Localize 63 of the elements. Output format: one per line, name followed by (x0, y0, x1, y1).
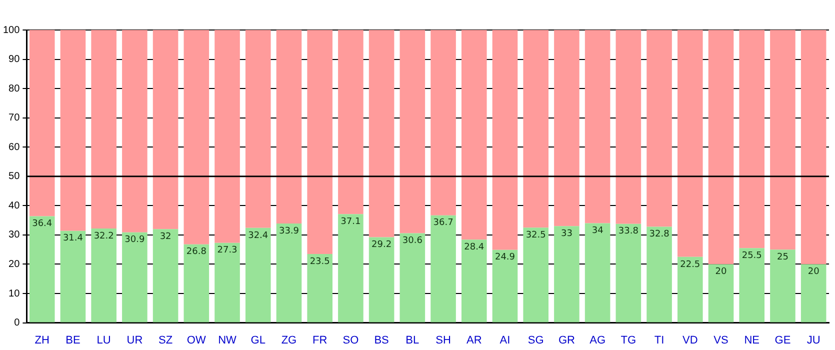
data-label: 24.9 (494, 252, 516, 263)
data-label: 33.9 (278, 226, 300, 236)
x-tick-label: GE (774, 334, 791, 346)
data-label: 28.4 (464, 242, 484, 252)
x-tick-label: OW (186, 334, 206, 346)
data-label: 32.5 (526, 230, 546, 240)
x-tick-label: SZ (158, 334, 173, 346)
data-label: 37.1 (340, 217, 361, 228)
x-tick-label: GL (250, 334, 266, 346)
x-tick-label: GR (558, 334, 576, 346)
data-label: 25.5 (742, 250, 762, 261)
x-tick-label: UR (126, 334, 143, 346)
data-label: 20 (808, 267, 820, 278)
y-tick-label: 70 (8, 112, 20, 124)
x-tick-label: BS (374, 334, 389, 346)
data-label: 27.3 (217, 246, 238, 256)
data-label: 22.5 (680, 260, 700, 270)
x-tick-label: AG (590, 334, 606, 346)
x-tick-label: VS (714, 334, 728, 346)
data-label: 30.6 (402, 236, 423, 246)
y-tick-label: 20 (8, 258, 20, 270)
y-tick-label: 30 (8, 230, 20, 241)
data-label: 30.9 (124, 235, 145, 246)
y-tick-label: 10 (8, 288, 20, 300)
x-tick-label: JU (806, 334, 820, 346)
x-tick-label: ZH (34, 334, 50, 346)
x-tick-label: AR (466, 334, 482, 346)
x-tick-label: NW (218, 334, 238, 346)
y-tick-label: 100 (2, 24, 20, 36)
x-tick-label: VD (682, 334, 698, 346)
y-tick-label: 50 (8, 171, 20, 182)
x-tick-label: ZG (281, 334, 297, 346)
data-label: 33.8 (618, 226, 639, 237)
y-tick-label: 40 (8, 200, 20, 212)
x-tick-label: TG (620, 334, 636, 346)
data-label: 32 (160, 232, 172, 242)
x-tick-label: BL (406, 334, 420, 346)
data-label: 34 (592, 226, 604, 236)
y-tick-label: 80 (8, 83, 20, 94)
data-label: 31.4 (62, 234, 84, 244)
data-label: 36.7 (433, 218, 454, 228)
data-label: 32.8 (649, 230, 670, 240)
y-tick-label: 90 (8, 54, 20, 66)
data-label: 36.4 (32, 219, 52, 230)
x-tick-label: NE (744, 334, 760, 346)
data-label: 29.2 (372, 240, 392, 250)
x-tick-label: BE (66, 334, 80, 346)
y-tick-label: 60 (8, 142, 20, 153)
data-label: 32.4 (248, 230, 268, 241)
data-label: 32.2 (94, 231, 114, 242)
x-tick-label: TI (654, 334, 664, 346)
x-tick-label: SG (528, 334, 544, 346)
x-tick-label: FR (312, 334, 328, 346)
data-label: 26.8 (186, 247, 207, 258)
x-tick-label: SO (342, 334, 360, 346)
x-tick-label: SH (436, 334, 451, 346)
data-label: 25 (776, 252, 788, 262)
x-tick-label: AI (500, 334, 510, 346)
data-label: 20 (715, 267, 727, 278)
data-label: 33 (560, 229, 572, 240)
x-tick-label: LU (96, 334, 111, 346)
y-tick-label: 0 (14, 318, 20, 329)
data-label: 23.5 (310, 256, 330, 267)
